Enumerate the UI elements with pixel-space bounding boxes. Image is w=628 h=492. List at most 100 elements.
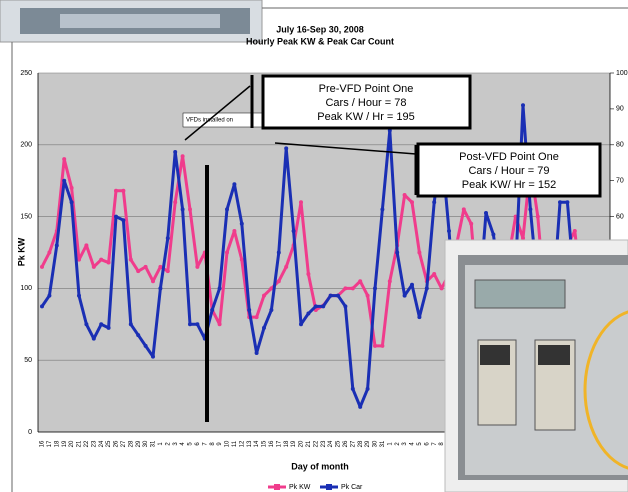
panel-photo	[444, 239, 628, 492]
point-marker	[380, 343, 385, 348]
point-marker	[239, 257, 244, 262]
callout-text: Post-VFD Point One	[459, 151, 559, 163]
point-marker	[535, 214, 540, 219]
x-tick-label: 1	[158, 442, 164, 446]
point-marker	[158, 264, 163, 269]
x-tick-label: 7	[432, 442, 438, 446]
point-marker	[299, 322, 303, 327]
x-tick-label: 2	[395, 442, 401, 446]
point-marker	[432, 272, 437, 277]
point-marker	[432, 200, 437, 205]
callout-line	[184, 85, 251, 141]
point-marker	[47, 250, 52, 255]
point-marker	[62, 178, 67, 183]
point-marker	[173, 200, 178, 205]
x-tick-label: 22	[84, 440, 90, 447]
point-marker	[54, 243, 59, 248]
point-marker	[69, 200, 74, 205]
x-tick-label: 8	[439, 442, 445, 446]
point-marker	[180, 207, 185, 212]
x-tick-label: 22	[313, 440, 319, 447]
x-tick-label: 13	[247, 440, 253, 447]
point-marker	[521, 103, 525, 108]
x-tick-label: 21	[306, 440, 312, 447]
point-marker	[62, 157, 67, 162]
point-marker	[165, 236, 170, 241]
point-marker	[343, 286, 348, 291]
x-tick-label: 31	[151, 440, 157, 447]
point-marker	[417, 315, 422, 320]
x-tick-label: 12	[239, 440, 245, 447]
point-marker	[151, 279, 155, 284]
x-tick-label: 20	[69, 440, 75, 447]
overlays: VFDs installed on Pre-VFD Point One Cars…	[182, 74, 602, 422]
point-marker	[469, 221, 474, 226]
point-marker	[424, 286, 429, 291]
point-marker	[565, 200, 570, 205]
point-marker	[180, 154, 185, 159]
y2-tick-label: 60	[616, 213, 624, 220]
point-marker	[106, 260, 111, 265]
x-tick-label: 1	[387, 442, 393, 446]
point-marker	[284, 146, 289, 151]
point-marker	[217, 286, 222, 291]
point-marker	[558, 200, 562, 205]
x-tick-label: 7	[202, 442, 208, 446]
point-marker	[195, 264, 200, 269]
point-marker	[380, 207, 385, 212]
point-marker	[395, 250, 400, 255]
legend-marker	[274, 484, 280, 490]
legend-label: Pk Car	[341, 484, 363, 491]
x-tick-label: 26	[114, 440, 120, 447]
point-marker	[69, 185, 74, 190]
point-marker	[484, 211, 488, 216]
x-tick-label: 3	[173, 442, 179, 446]
point-marker	[299, 200, 303, 205]
chart-subtitle: Hourly Peak KW & Peak Car Count	[246, 36, 394, 46]
y-tick-label: 150	[20, 213, 32, 220]
x-tick-label: 8	[210, 442, 216, 446]
point-marker	[195, 322, 200, 327]
point-marker	[439, 286, 444, 291]
point-marker	[128, 257, 133, 262]
point-marker	[402, 293, 407, 298]
point-marker	[143, 343, 148, 348]
y2-tick-label: 70	[616, 178, 624, 185]
x-tick-label: 18	[54, 440, 60, 447]
point-marker	[358, 404, 363, 409]
point-marker	[343, 304, 348, 309]
point-marker	[225, 250, 229, 255]
point-marker	[313, 304, 318, 309]
point-marker	[276, 279, 281, 284]
point-marker	[269, 286, 274, 291]
y-tick-label: 50	[24, 357, 32, 364]
point-marker	[373, 286, 377, 291]
point-marker	[84, 243, 89, 248]
x-tick-label: 11	[232, 440, 238, 447]
point-marker	[136, 333, 141, 338]
point-marker	[402, 193, 407, 198]
x-tick-label: 6	[195, 442, 201, 446]
x-tick-label: 4	[410, 442, 416, 446]
top-photo-fragment	[0, 0, 263, 43]
x-tick-label: 20	[299, 440, 305, 447]
point-marker	[336, 293, 340, 298]
point-marker	[91, 264, 96, 269]
x-tick-label: 25	[336, 440, 342, 447]
x-tick-label: 25	[106, 440, 112, 447]
point-marker	[114, 188, 118, 193]
legend: Pk KW Pk Car	[268, 484, 363, 491]
x-tick-label: 19	[291, 440, 297, 447]
point-marker	[121, 218, 126, 223]
x-tick-label: 30	[373, 440, 379, 447]
point-marker	[225, 207, 229, 212]
x-tick-label: 18	[284, 440, 290, 447]
x-tick-label: 5	[188, 442, 194, 446]
x-tick-label: 6	[424, 442, 430, 446]
y-tick-label: 0	[28, 429, 32, 436]
point-marker	[365, 386, 370, 391]
point-marker	[210, 307, 215, 312]
point-marker	[358, 279, 363, 284]
y-tick-label: 100	[20, 285, 32, 292]
